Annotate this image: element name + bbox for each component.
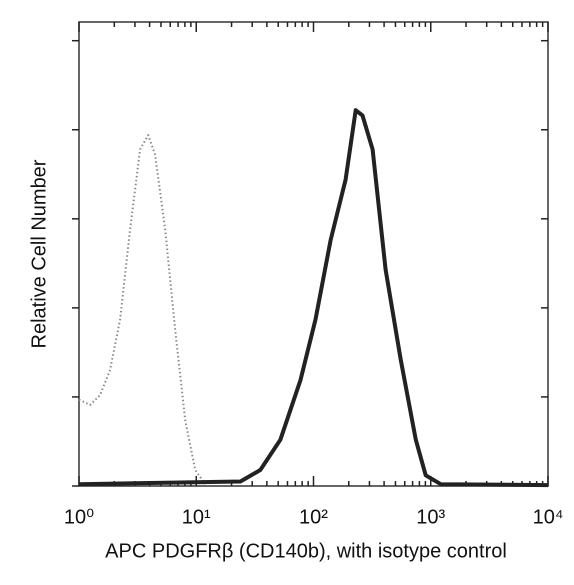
x-tick-label: 10¹ — [182, 506, 211, 528]
x-tick-label: 10⁰ — [64, 506, 94, 528]
plot-frame — [78, 21, 549, 487]
x-axis-label: APC PDGFRβ (CD140b), with isotype contro… — [105, 540, 507, 562]
histogram-line — [78, 108, 549, 488]
x-tick-label: 10³ — [416, 506, 445, 528]
histogram-line — [78, 134, 206, 485]
x-tick-label: 10⁴ — [533, 506, 564, 528]
x-tick-label: 10² — [299, 506, 328, 528]
y-axis-label: Relative Cell Number — [28, 159, 50, 348]
